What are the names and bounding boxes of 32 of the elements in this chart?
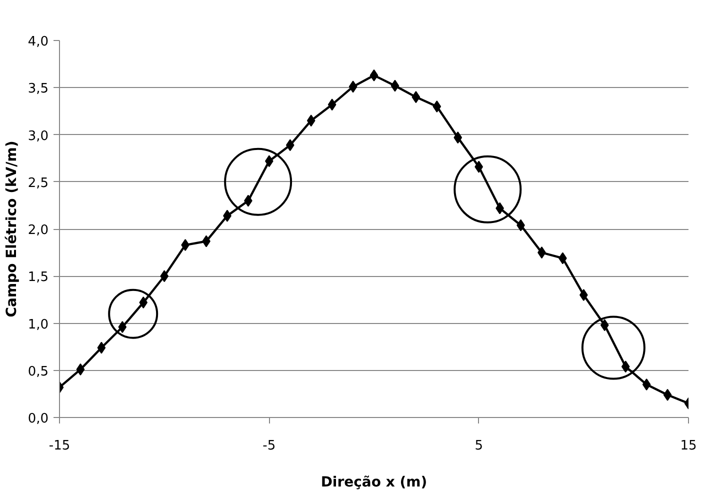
y-tick-label: 0,5 <box>28 364 49 380</box>
point <box>286 139 294 152</box>
point <box>621 360 630 373</box>
point <box>370 69 378 82</box>
point <box>139 296 148 309</box>
point <box>76 363 85 376</box>
y-tick-label: 1,5 <box>28 270 49 286</box>
point <box>412 91 420 104</box>
y-axis-title: Campo Elétrico (kV/m) <box>4 140 20 318</box>
y-tick-label: 2,5 <box>28 176 49 191</box>
point <box>97 342 106 354</box>
x-axis-title: Direção x (m) <box>320 474 428 490</box>
point <box>306 114 316 127</box>
y-tick-label: 2,0 <box>28 223 49 238</box>
x-tick-label: 15 <box>680 438 697 454</box>
point <box>328 98 336 111</box>
x-tick-label: -15 <box>48 438 70 454</box>
y-tick-label: 3,0 <box>28 128 49 144</box>
x-tick-label: -5 <box>262 438 276 454</box>
point <box>390 80 400 92</box>
point <box>454 132 462 144</box>
point <box>348 80 358 93</box>
y-tick-label: 0,0 <box>28 412 49 426</box>
point <box>663 388 672 401</box>
x-tick-label: 5 <box>474 438 483 454</box>
y-tick-label: 1,0 <box>28 317 49 332</box>
point <box>118 321 127 334</box>
point <box>600 319 609 332</box>
y-tick-label: 4,0 <box>28 34 49 50</box>
y-tick-label: 3,5 <box>28 82 49 97</box>
point <box>642 378 651 391</box>
point <box>432 100 442 112</box>
